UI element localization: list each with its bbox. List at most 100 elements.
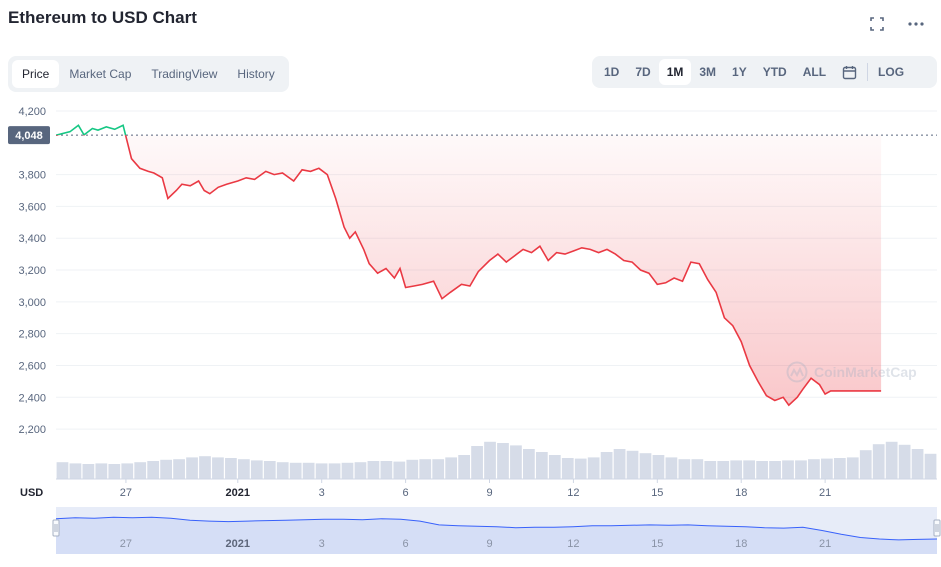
fullscreen-icon-glyph [870, 17, 884, 31]
volume-bar [859, 450, 872, 479]
volume-bar [108, 464, 121, 479]
x-tick-label: 12 [567, 487, 579, 499]
y-tick-label: 2,600 [18, 360, 46, 372]
volume-bar [665, 457, 678, 479]
volume-bar [704, 461, 717, 479]
volume-bar [613, 449, 626, 479]
navigator-tick-label: 12 [567, 538, 579, 550]
page-title: Ethereum to USD Chart [8, 8, 197, 27]
volume-bar [419, 459, 432, 479]
volume-bar [134, 462, 147, 479]
time-range-selector: 1D 7D 1M 3M 1Y YTD ALL LOG [592, 56, 937, 88]
volume-bar [147, 461, 160, 479]
volume-bar [924, 453, 937, 479]
volume-bar [587, 457, 600, 479]
navigator-handle-left[interactable] [52, 519, 60, 537]
y-tick-label: 3,600 [18, 201, 46, 213]
volume-bar [406, 459, 419, 479]
navigator-tick-label: 9 [486, 538, 492, 550]
x-tick-label: 6 [403, 487, 409, 499]
navigator-tick-label: 3 [319, 538, 325, 550]
navigator-line [55, 516, 938, 541]
range-3m[interactable]: 3M [699, 65, 717, 79]
navigator-tick-label: 27 [120, 538, 132, 550]
tab-history[interactable]: History [237, 67, 275, 81]
volume-bar [69, 463, 82, 479]
range-divider [867, 63, 869, 81]
volume-bar [833, 458, 846, 479]
y-unit-label: USD [20, 487, 43, 499]
volume-bar [82, 464, 95, 479]
volume-bar [691, 459, 704, 479]
tab-market-cap[interactable]: Market Cap [69, 67, 132, 81]
range-1y[interactable]: 1Y [732, 65, 747, 79]
volume-bar [626, 450, 639, 479]
y-tick-label: 4,200 [18, 106, 46, 118]
volume-bar [911, 449, 924, 479]
volume-bar [795, 460, 807, 479]
volume-bar [717, 461, 730, 479]
volume-bar [730, 460, 743, 479]
volume-bar [458, 455, 470, 479]
volume-bar [885, 441, 898, 479]
volume-bar [199, 456, 211, 479]
volume-bar [678, 459, 691, 479]
navigator-tick-label: 6 [403, 538, 409, 550]
volume-bar [289, 462, 302, 479]
tab-tradingview[interactable]: TradingView [151, 67, 218, 81]
y-tick-label: 2,800 [18, 329, 46, 341]
volume-bar [160, 459, 173, 479]
volume-bar [225, 458, 237, 479]
log-scale-toggle[interactable]: LOG [878, 65, 905, 79]
y-tick-label: 2,200 [18, 424, 46, 436]
volume-bar [820, 458, 833, 479]
range-1d[interactable]: 1D [604, 65, 620, 79]
y-tick-label: 3,800 [18, 170, 46, 182]
more-horizontal-icon[interactable] [906, 14, 926, 34]
y-tick-label: 3,200 [18, 265, 46, 277]
x-tick-label: 21 [819, 487, 831, 499]
calendar-icon-glyph [842, 65, 857, 79]
volume-bar [898, 444, 911, 479]
volume-bar [523, 449, 535, 479]
volume-bar [263, 461, 276, 479]
volume-bar [354, 462, 367, 479]
y-tick-label: 2,400 [18, 392, 46, 404]
volume-bar [782, 460, 794, 479]
volume-bar [846, 457, 859, 479]
navigator-handle-right[interactable] [933, 519, 941, 537]
volume-bar [328, 463, 341, 479]
range-1m[interactable]: 1M [658, 59, 692, 85]
range-7d[interactable]: 7D [635, 65, 651, 79]
x-tick-label: 18 [735, 487, 747, 499]
navigator-tick-label: 18 [735, 538, 747, 550]
volume-bar [237, 459, 250, 479]
volume-bar [432, 459, 445, 479]
tab-price[interactable]: Price [12, 60, 60, 88]
x-tick-label: 15 [651, 487, 663, 499]
volume-bar [484, 441, 496, 479]
volume-bar [173, 459, 185, 479]
fullscreen-icon[interactable] [867, 14, 887, 34]
volume-bar [56, 462, 69, 479]
x-tick-label: 27 [120, 487, 132, 499]
volume-bar [652, 455, 665, 479]
volume-bar [639, 453, 652, 479]
navigator-tick-label: 21 [819, 538, 831, 550]
volume-bar [276, 462, 289, 479]
x-tick-label: 9 [486, 487, 492, 499]
volume-bar [393, 461, 406, 479]
watermark-text: CoinMarketCap [814, 364, 917, 380]
range-all[interactable]: ALL [802, 65, 827, 79]
volume-bar [471, 446, 483, 479]
volume-bar [380, 461, 393, 479]
x-tick-label: 3 [319, 487, 325, 499]
y-tick-label: 3,400 [18, 233, 46, 245]
volume-bar [250, 460, 263, 479]
reference-badge [8, 126, 50, 145]
range-ytd[interactable]: YTD [762, 65, 787, 79]
volume-bar [574, 458, 587, 479]
calendar-icon[interactable] [834, 59, 865, 85]
volume-bar [756, 461, 768, 479]
